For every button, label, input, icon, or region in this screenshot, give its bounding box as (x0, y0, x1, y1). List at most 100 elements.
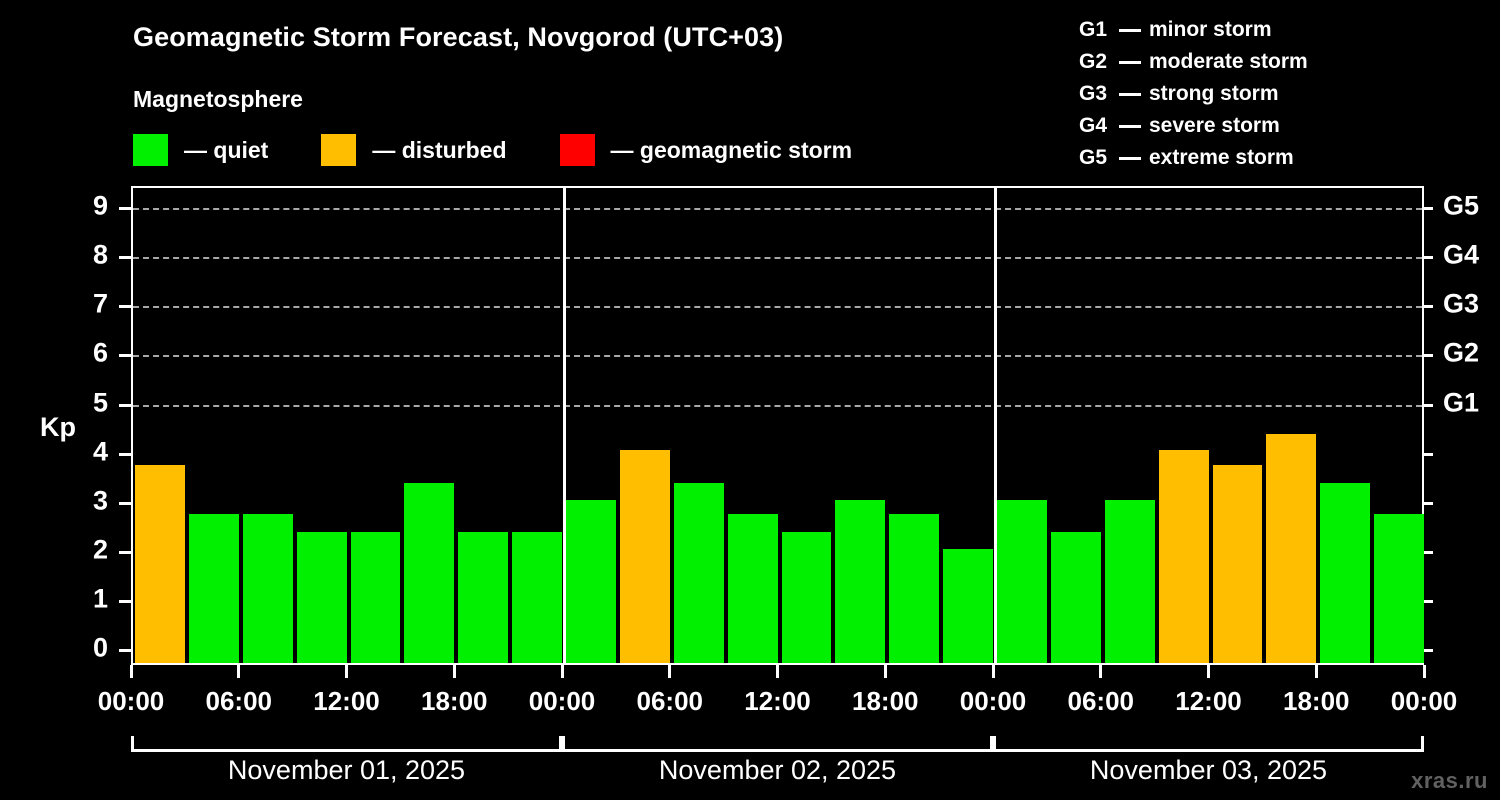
x-tick (560, 665, 564, 678)
legend-swatch-icon (133, 134, 168, 166)
gridline-kp-5 (133, 404, 1422, 407)
g-axis-minor-tick-8 (1422, 256, 1433, 260)
em-dash-icon (1119, 156, 1141, 160)
bar-kp (673, 482, 724, 663)
x-tick (776, 665, 779, 678)
gscale-description: minor storm (1149, 18, 1272, 41)
x-tick (1422, 665, 1426, 678)
page-title: Geomagnetic Storm Forecast, Novgorod (UT… (133, 22, 784, 52)
y-axis-title: Kp (40, 412, 76, 442)
x-tick-label: 18:00 (1283, 686, 1350, 716)
day-label: November 01, 2025 (227, 755, 466, 785)
g-axis-label-g3: G3 (1443, 288, 1480, 319)
g-axis-minor-tick-1 (1422, 599, 1433, 603)
y-tick-7 (119, 305, 133, 309)
x-tick (452, 665, 456, 678)
y-tick-5 (119, 403, 133, 407)
gridline-kp-8 (133, 257, 1422, 260)
y-tick-6 (119, 354, 133, 358)
day-label: November 02, 2025 (658, 755, 897, 785)
x-tick-label: 18:00 (852, 686, 919, 716)
bar-kp (458, 531, 509, 663)
gscale-row-g4: G4 severe storm (1079, 110, 1308, 142)
bar-kp (566, 499, 616, 663)
bar-kp (512, 531, 562, 663)
gscale-row-g5: G5 extreme storm (1079, 142, 1308, 174)
y-tick-label-1: 1 (92, 583, 108, 614)
em-dash-icon (1119, 124, 1141, 128)
legend-item-2: — geomagnetic storm (559, 134, 853, 166)
x-tick (668, 665, 672, 678)
gscale-code: G5 (1079, 146, 1108, 169)
day-bracket-2 (562, 736, 993, 750)
bar-kp (997, 499, 1047, 663)
gscale-row-g3: G3 strong storm (1079, 78, 1308, 110)
em-dash-icon (1119, 28, 1141, 32)
bar-kp (1212, 465, 1263, 663)
g-axis-minor-tick-5 (1422, 403, 1433, 407)
gscale-description: moderate storm (1149, 50, 1308, 73)
bar-kp (1266, 433, 1317, 663)
x-tick-label: 12:00 (1175, 686, 1242, 716)
legend-label: — quiet (184, 136, 269, 163)
gscale-description: strong storm (1149, 82, 1279, 105)
gscale-code: G1 (1079, 18, 1108, 41)
bar-kp (835, 499, 886, 663)
y-tick-label-7: 7 (92, 288, 108, 319)
gscale-description: extreme storm (1149, 146, 1294, 169)
bar-kp (1050, 531, 1101, 663)
g-axis-label-g5: G5 (1443, 190, 1480, 221)
color-legend: — quiet — disturbed — geomagnetic storm (133, 133, 905, 167)
y-tick-label-9: 9 (92, 190, 108, 221)
plot-area (119, 186, 1433, 665)
y-tick-0 (119, 649, 133, 652)
bar-kp (296, 531, 347, 663)
g-axis-label-g4: G4 (1443, 239, 1480, 270)
y-tick-label-6: 6 (92, 337, 108, 368)
x-tick-label: 00:00 (528, 686, 596, 716)
gridline-kp-9 (133, 208, 1422, 211)
bar-kp (1104, 499, 1155, 663)
day-separator-2 (993, 188, 997, 663)
x-tick-label: 06:00 (636, 686, 704, 716)
x-tick (1099, 665, 1103, 678)
legend-item-0: — quiet (133, 134, 268, 166)
y-tick-4 (119, 452, 133, 456)
bar-kp (943, 548, 993, 663)
x-tick-label: 12:00 (744, 686, 811, 716)
bar-series (133, 188, 1424, 663)
x-tick (1207, 665, 1210, 678)
y-tick-8 (119, 256, 133, 260)
x-tick-label: 00:00 (959, 686, 1027, 716)
x-tick-label: 06:00 (1067, 686, 1135, 716)
x-tick (129, 665, 133, 678)
legend-label: — disturbed (372, 136, 507, 163)
em-dash-icon (1119, 60, 1141, 64)
x-tick (883, 665, 887, 678)
gscale-legend: G1 minor storm G2 moderate storm G3 strong st… (1079, 14, 1308, 174)
legend-label: — geomagnetic storm (610, 136, 853, 163)
day-bracket-1 (131, 736, 562, 750)
gridline-kp-6 (133, 355, 1422, 358)
g-axis-minor-tick-4 (1422, 452, 1433, 456)
g-axis-minor-tick-0 (1422, 649, 1433, 652)
x-tick (1314, 665, 1318, 678)
x-tick (237, 665, 241, 678)
bar-kp (781, 531, 832, 663)
legend-item-1: — disturbed (321, 134, 507, 166)
day-bracket-line-1 (131, 749, 562, 752)
y-tick-label-5: 5 (92, 387, 108, 417)
day-bracket-line-3 (993, 749, 1424, 752)
y-tick-9 (119, 207, 133, 211)
x-tick-label: 12:00 (313, 686, 380, 716)
day-bracket-line-2 (562, 749, 993, 752)
y-tick-label-4: 4 (92, 436, 108, 467)
gscale-row-g2: G2 moderate storm (1079, 46, 1308, 78)
bar-kp (1320, 482, 1371, 663)
bar-kp (727, 514, 778, 663)
g-axis-minor-tick-7 (1422, 305, 1433, 309)
gscale-code: G4 (1079, 114, 1108, 137)
bar-kp (135, 465, 185, 663)
y-tick-2 (119, 550, 133, 554)
